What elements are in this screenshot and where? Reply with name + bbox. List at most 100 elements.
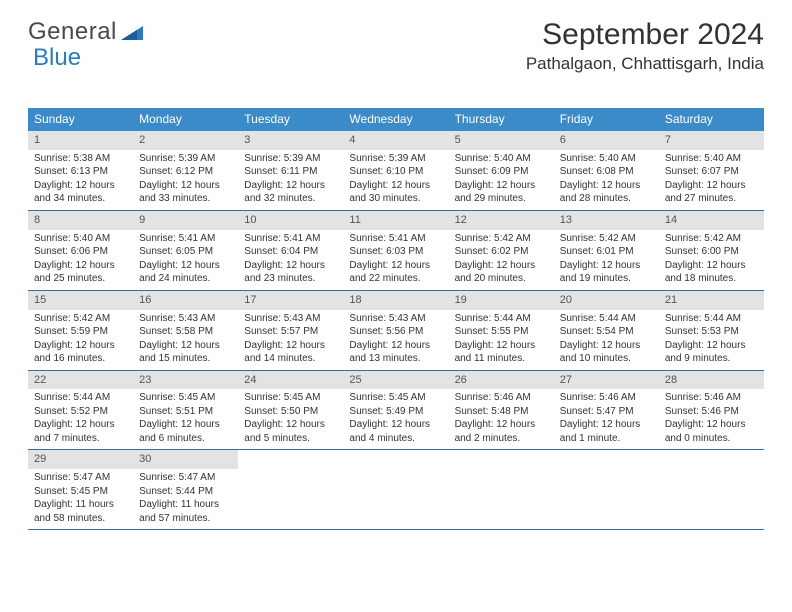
sunset-text: Sunset: 6:03 PM xyxy=(349,245,442,259)
sunrise-text: Sunrise: 5:44 AM xyxy=(560,312,653,326)
daylight-text: Daylight: 12 hours and 24 minutes. xyxy=(139,259,232,286)
daylight-text: Daylight: 12 hours and 20 minutes. xyxy=(455,259,548,286)
day-cell xyxy=(238,450,343,529)
day-number: 11 xyxy=(343,211,448,230)
sunset-text: Sunset: 6:05 PM xyxy=(139,245,232,259)
sunrise-text: Sunrise: 5:40 AM xyxy=(560,152,653,166)
day-body: Sunrise: 5:47 AMSunset: 5:45 PMDaylight:… xyxy=(28,471,133,529)
sunset-text: Sunset: 6:00 PM xyxy=(665,245,758,259)
day-body: Sunrise: 5:46 AMSunset: 5:48 PMDaylight:… xyxy=(449,391,554,449)
day-body: Sunrise: 5:43 AMSunset: 5:57 PMDaylight:… xyxy=(238,312,343,370)
daylight-text: Daylight: 12 hours and 0 minutes. xyxy=(665,418,758,445)
daylight-text: Daylight: 12 hours and 22 minutes. xyxy=(349,259,442,286)
sunrise-text: Sunrise: 5:44 AM xyxy=(34,391,127,405)
day-number: 26 xyxy=(449,371,554,390)
sunset-text: Sunset: 6:04 PM xyxy=(244,245,337,259)
sunset-text: Sunset: 5:53 PM xyxy=(665,325,758,339)
daylight-text: Daylight: 12 hours and 27 minutes. xyxy=(665,179,758,206)
day-cell: 11 Sunrise: 5:41 AMSunset: 6:03 PMDayligh… xyxy=(343,211,448,290)
sunrise-text: Sunrise: 5:39 AM xyxy=(244,152,337,166)
logo-triangle-icon xyxy=(121,24,143,40)
day-cell: 2Sunrise: 5:39 AMSunset: 6:12 PMDaylight… xyxy=(133,131,238,210)
day-cell: 23Sunrise: 5:45 AMSunset: 5:51 PMDayligh… xyxy=(133,371,238,450)
week-row: 8 Sunrise: 5:40 AMSunset: 6:06 PMDaylight… xyxy=(28,211,764,291)
day-number: 8 xyxy=(28,211,133,230)
day-cell: 13Sunrise: 5:42 AMSunset: 6:01 PMDayligh… xyxy=(554,211,659,290)
sunset-text: Sunset: 5:57 PM xyxy=(244,325,337,339)
day-cell: 9Sunrise: 5:41 AMSunset: 6:05 PMDaylight… xyxy=(133,211,238,290)
sunrise-text: Sunrise: 5:43 AM xyxy=(349,312,442,326)
day-cell: 6Sunrise: 5:40 AMSunset: 6:08 PMDaylight… xyxy=(554,131,659,210)
daylight-text: Daylight: 12 hours and 15 minutes. xyxy=(139,339,232,366)
day-cell: 30Sunrise: 5:47 AMSunset: 5:44 PMDayligh… xyxy=(133,450,238,529)
day-cell: 22Sunrise: 5:44 AMSunset: 5:52 PMDayligh… xyxy=(28,371,133,450)
day-cell: 8 Sunrise: 5:40 AMSunset: 6:06 PMDaylight… xyxy=(28,211,133,290)
day-cell: 12Sunrise: 5:42 AMSunset: 6:02 PMDayligh… xyxy=(449,211,554,290)
day-cell: 20Sunrise: 5:44 AMSunset: 5:54 PMDayligh… xyxy=(554,291,659,370)
day-body: Sunrise: 5:44 AMSunset: 5:53 PMDaylight:… xyxy=(659,312,764,370)
day-cell: 5Sunrise: 5:40 AMSunset: 6:09 PMDaylight… xyxy=(449,131,554,210)
day-number: 4 xyxy=(343,131,448,150)
sunrise-text: Sunrise: 5:41 AM xyxy=(349,232,442,246)
daylight-text: Daylight: 12 hours and 19 minutes. xyxy=(560,259,653,286)
day-number: 18 xyxy=(343,291,448,310)
daylight-text: Daylight: 11 hours and 57 minutes. xyxy=(139,498,232,525)
day-body: Sunrise: 5:44 AMSunset: 5:52 PMDaylight:… xyxy=(28,391,133,449)
weekday-header: Tuesday xyxy=(238,108,343,131)
day-body: Sunrise: 5:40 AMSunset: 6:06 PMDaylight:… xyxy=(28,232,133,290)
day-body: Sunrise: 5:46 AMSunset: 5:47 PMDaylight:… xyxy=(554,391,659,449)
sunrise-text: Sunrise: 5:47 AM xyxy=(34,471,127,485)
weekday-header: Friday xyxy=(554,108,659,131)
location-label: Pathalgaon, Chhattisgarh, India xyxy=(526,54,764,74)
sunset-text: Sunset: 5:46 PM xyxy=(665,405,758,419)
day-cell: 1Sunrise: 5:38 AMSunset: 6:13 PMDaylight… xyxy=(28,131,133,210)
sunrise-text: Sunrise: 5:42 AM xyxy=(34,312,127,326)
sunset-text: Sunset: 6:09 PM xyxy=(455,165,548,179)
sunset-text: Sunset: 5:48 PM xyxy=(455,405,548,419)
sunset-text: Sunset: 5:58 PM xyxy=(139,325,232,339)
day-cell xyxy=(343,450,448,529)
daylight-text: Daylight: 12 hours and 16 minutes. xyxy=(34,339,127,366)
day-number: 22 xyxy=(28,371,133,390)
weekday-header: Wednesday xyxy=(343,108,448,131)
daylight-text: Daylight: 12 hours and 18 minutes. xyxy=(665,259,758,286)
sunrise-text: Sunrise: 5:40 AM xyxy=(455,152,548,166)
day-number: 25 xyxy=(343,371,448,390)
logo: General xyxy=(28,18,143,46)
sunset-text: Sunset: 5:56 PM xyxy=(349,325,442,339)
sunrise-text: Sunrise: 5:46 AM xyxy=(455,391,548,405)
daylight-text: Daylight: 12 hours and 10 minutes. xyxy=(560,339,653,366)
daylight-text: Daylight: 12 hours and 30 minutes. xyxy=(349,179,442,206)
month-title: September 2024 xyxy=(526,18,764,52)
sunset-text: Sunset: 5:47 PM xyxy=(560,405,653,419)
day-body: Sunrise: 5:41 AMSunset: 6:03 PMDaylight:… xyxy=(343,232,448,290)
week-row: 29Sunrise: 5:47 AMSunset: 5:45 PMDayligh… xyxy=(28,450,764,530)
day-cell: 19Sunrise: 5:44 AMSunset: 5:55 PMDayligh… xyxy=(449,291,554,370)
day-body: Sunrise: 5:41 AMSunset: 6:04 PMDaylight:… xyxy=(238,232,343,290)
daylight-text: Daylight: 12 hours and 28 minutes. xyxy=(560,179,653,206)
daylight-text: Daylight: 12 hours and 4 minutes. xyxy=(349,418,442,445)
sunrise-text: Sunrise: 5:45 AM xyxy=(139,391,232,405)
day-number: 3 xyxy=(238,131,343,150)
week-row: 1Sunrise: 5:38 AMSunset: 6:13 PMDaylight… xyxy=(28,131,764,211)
logo-text-b: Blue xyxy=(33,44,81,72)
sunset-text: Sunset: 5:59 PM xyxy=(34,325,127,339)
daylight-text: Daylight: 12 hours and 34 minutes. xyxy=(34,179,127,206)
sunrise-text: Sunrise: 5:42 AM xyxy=(665,232,758,246)
day-cell: 27Sunrise: 5:46 AMSunset: 5:47 PMDayligh… xyxy=(554,371,659,450)
day-number: 24 xyxy=(238,371,343,390)
daylight-text: Daylight: 12 hours and 23 minutes. xyxy=(244,259,337,286)
day-cell: 21Sunrise: 5:44 AMSunset: 5:53 PMDayligh… xyxy=(659,291,764,370)
day-number: 17 xyxy=(238,291,343,310)
sunset-text: Sunset: 6:10 PM xyxy=(349,165,442,179)
sunrise-text: Sunrise: 5:40 AM xyxy=(34,232,127,246)
day-number: 16 xyxy=(133,291,238,310)
sunrise-text: Sunrise: 5:39 AM xyxy=(139,152,232,166)
day-cell: 24Sunrise: 5:45 AMSunset: 5:50 PMDayligh… xyxy=(238,371,343,450)
daylight-text: Daylight: 12 hours and 32 minutes. xyxy=(244,179,337,206)
sunrise-text: Sunrise: 5:46 AM xyxy=(665,391,758,405)
sunrise-text: Sunrise: 5:43 AM xyxy=(244,312,337,326)
sunset-text: Sunset: 5:50 PM xyxy=(244,405,337,419)
day-body: Sunrise: 5:39 AMSunset: 6:10 PMDaylight:… xyxy=(343,152,448,210)
day-body: Sunrise: 5:41 AMSunset: 6:05 PMDaylight:… xyxy=(133,232,238,290)
